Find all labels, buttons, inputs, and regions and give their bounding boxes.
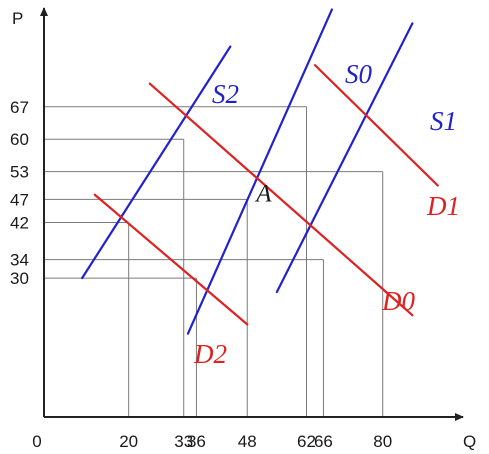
curve-label-s0: S0	[345, 59, 373, 89]
y-tick-53: 53	[10, 163, 29, 182]
y-tick-34: 34	[10, 251, 29, 270]
y-tick-47: 47	[10, 190, 29, 209]
y-tick-60: 60	[10, 130, 29, 149]
curve-d0	[148, 82, 414, 317]
curve-label-d1: D1	[426, 191, 460, 221]
curve-s0	[186, 8, 334, 335]
x-tick-36: 36	[187, 432, 206, 451]
x-tick-20: 20	[119, 432, 138, 451]
point-label-a: A	[254, 180, 272, 207]
x-tick-80: 80	[373, 432, 392, 451]
x-axis-letter: Q	[463, 432, 476, 451]
curve-d2	[93, 193, 249, 326]
y-axis-letter: P	[12, 9, 23, 28]
y-tick-67: 67	[10, 98, 29, 117]
origin-label: 0	[32, 432, 41, 451]
curve-label-d2: D2	[193, 339, 227, 369]
y-tick-42: 42	[10, 214, 29, 233]
x-tick-33: 33	[174, 432, 193, 451]
curve-label-s1: S1	[430, 106, 457, 136]
axes	[40, 7, 464, 421]
x-tick-62: 62	[297, 432, 316, 451]
guide-lines	[44, 106, 384, 417]
curve-s2	[81, 45, 232, 280]
y-tick-30: 30	[10, 269, 29, 288]
curve-s1	[275, 22, 414, 294]
x-tick-66: 66	[314, 432, 333, 451]
curve-label-d0: D0	[381, 286, 415, 316]
curve-d1	[313, 64, 439, 187]
curve-label-s2: S2	[212, 79, 239, 109]
x-tick-48: 48	[238, 432, 257, 451]
curves	[81, 8, 439, 335]
